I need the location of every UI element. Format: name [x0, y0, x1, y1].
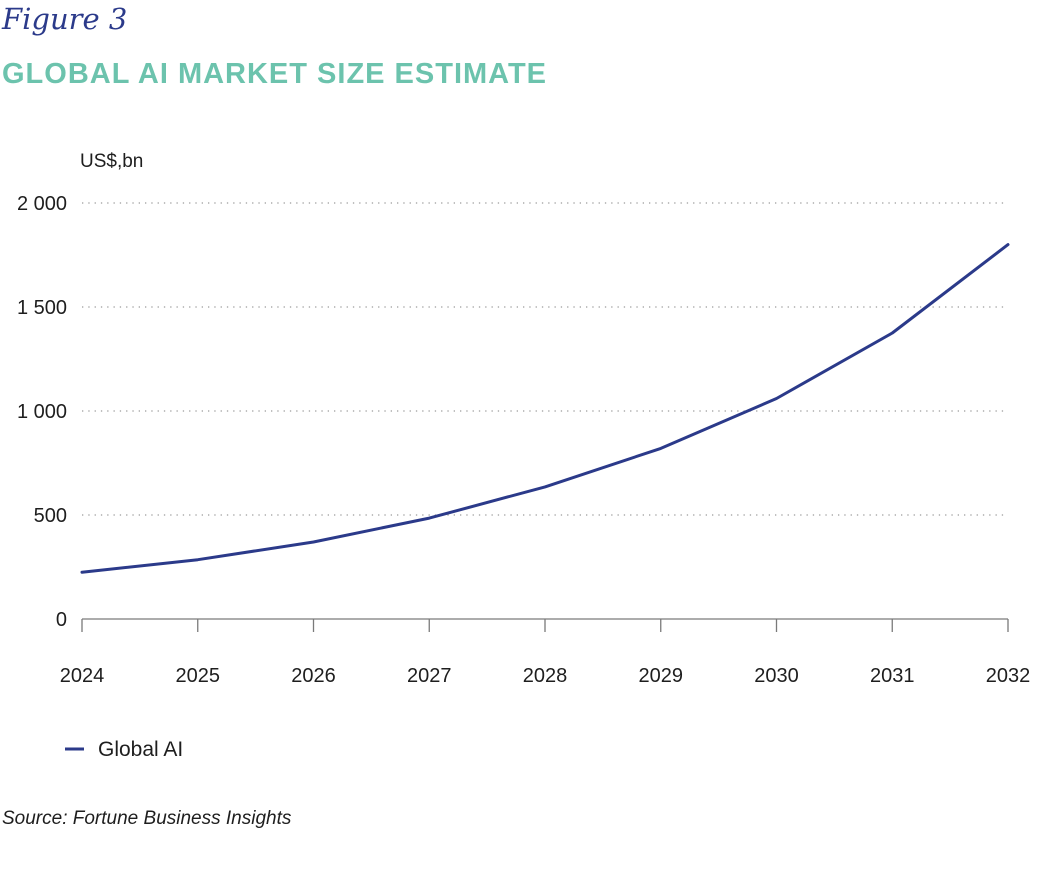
- y-tick-label: 1 000: [17, 401, 67, 423]
- x-tick-label: 2024: [60, 665, 105, 687]
- y-tick-label: 0: [56, 609, 67, 631]
- gridlines: [82, 202, 1008, 516]
- legend: Global AI: [65, 738, 183, 761]
- x-axis-labels: 2024 2025 2026 2027 2028 2029 2030 2031 2032: [60, 665, 1031, 687]
- y-tick-label: 2 000: [17, 193, 67, 215]
- x-tick-label: 2025: [176, 665, 221, 687]
- source-note: Source: Fortune Business Insights: [2, 808, 292, 829]
- x-axis: [81, 618, 1009, 632]
- x-tick-label: 2027: [407, 665, 452, 687]
- x-tick-label: 2029: [639, 665, 684, 687]
- x-tick-label: 2026: [291, 665, 336, 687]
- y-tick-label: 500: [34, 505, 67, 527]
- y-axis: 0 500 1 000 1 500 2 000: [17, 193, 67, 631]
- x-tick-label: 2030: [754, 665, 799, 687]
- legend-label-global-ai: Global AI: [98, 738, 183, 761]
- series: [80, 243, 1010, 574]
- line-chart: 0 500 1 000 1 500 2 000 2024 2025 2026 2027 2028…: [17, 151, 1031, 761]
- x-tick-label: 2028: [523, 665, 568, 687]
- x-tick-label: 2032: [986, 665, 1031, 687]
- y-axis-unit-label: US$,bn: [80, 151, 143, 172]
- y-tick-label: 1 500: [17, 297, 67, 319]
- x-tick-label: 2031: [870, 665, 915, 687]
- series-line-global-ai: [80, 243, 1010, 574]
- figure-label: Figure 3: [2, 2, 128, 36]
- chart-title: GLOBAL AI MARKET SIZE ESTIMATE: [2, 58, 548, 90]
